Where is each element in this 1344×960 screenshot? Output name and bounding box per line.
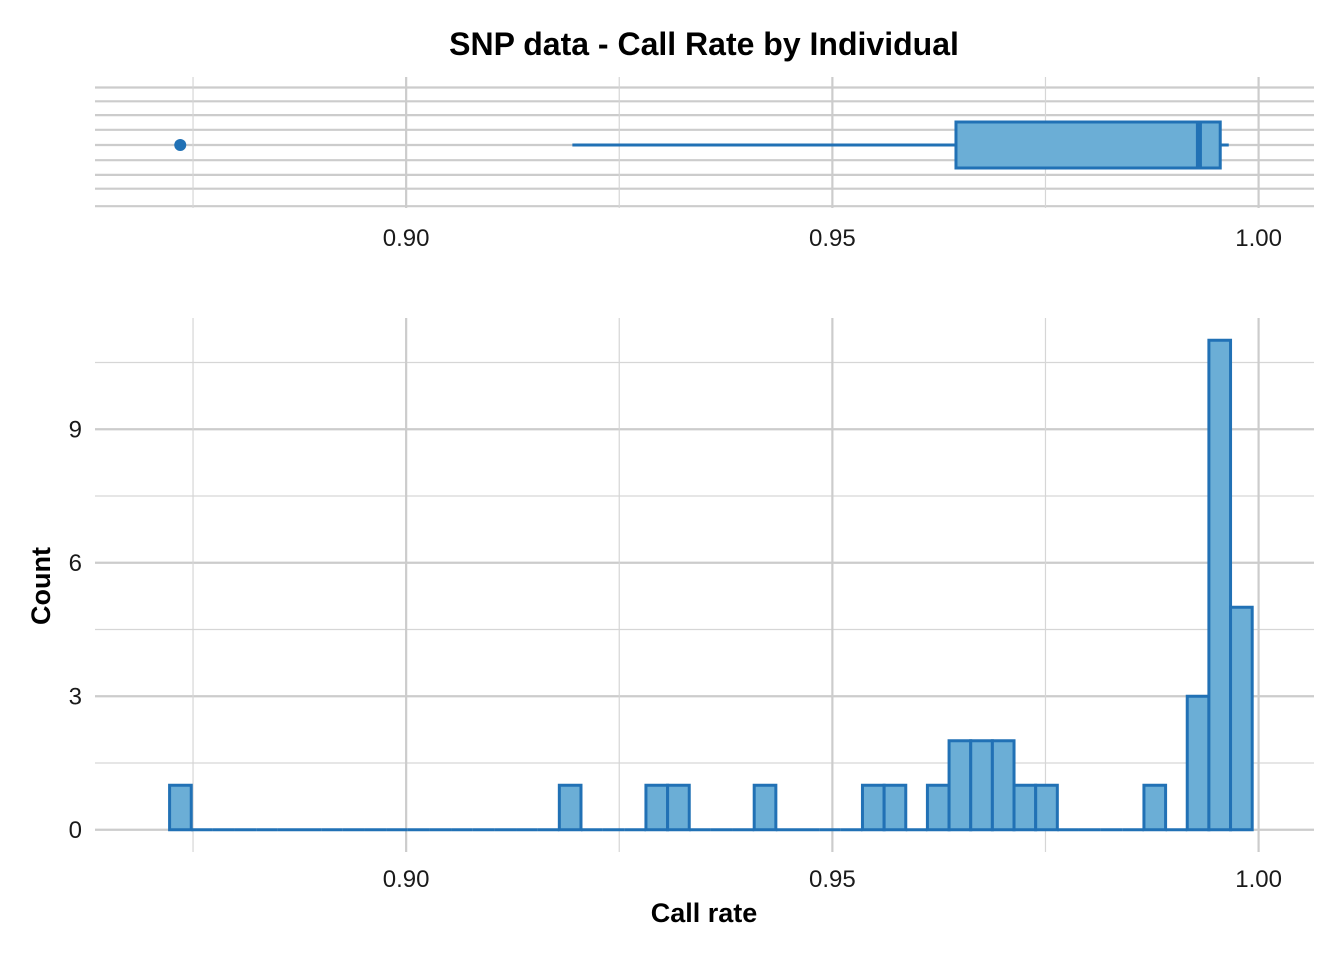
histogram-bars: [168, 338, 1254, 832]
histogram-bar: [557, 783, 583, 832]
histogram-x-tick-label: 1.00: [1235, 866, 1282, 893]
histogram-bar: [1142, 783, 1168, 832]
histogram-y-tick-label: 6: [69, 550, 82, 577]
histogram-bar: [990, 739, 1016, 832]
histogram-bar: [882, 783, 908, 832]
histogram-y-tick-label: 9: [69, 416, 82, 443]
boxplot-x-tick-label: 0.95: [809, 225, 856, 252]
histogram-bar: [860, 783, 886, 832]
histogram-bar: [1034, 783, 1059, 832]
histogram-bar: [666, 783, 691, 832]
histogram-bar: [168, 783, 193, 832]
histogram-x-tick-label: 0.90: [383, 866, 430, 893]
histogram-y-tick-label: 3: [69, 683, 82, 710]
chart-title: SNP data - Call Rate by Individual: [449, 26, 959, 62]
histogram-grid: [95, 318, 1314, 852]
histogram-y-tick-label: 0: [69, 817, 82, 844]
histogram-bar: [752, 783, 778, 832]
boxplot-box: [954, 120, 1222, 170]
histogram-bar: [644, 783, 670, 832]
y-axis-title: Count: [26, 547, 56, 625]
histogram-bar: [1185, 694, 1211, 832]
histogram-bar: [925, 783, 951, 832]
histogram-bar: [947, 739, 973, 832]
histogram-bar: [1012, 783, 1038, 832]
histogram-x-tick-labels: 0.90 0.95 1.00: [383, 866, 1282, 893]
x-axis-title: Call rate: [651, 898, 758, 928]
histogram-panel: 0.90 0.95 1.00 0 3 6 9: [69, 318, 1314, 893]
histogram-bar: [1207, 338, 1233, 832]
histogram-x-tick-label: 0.95: [809, 866, 856, 893]
boxplot-marks: [174, 120, 1229, 170]
boxplot-x-tick-label: 0.90: [383, 225, 430, 252]
histogram-bar: [969, 739, 994, 832]
histogram-bar: [1229, 605, 1254, 832]
boxplot-outlier-point: [174, 139, 187, 151]
histogram-y-tick-labels: 0 3 6 9: [69, 416, 82, 844]
boxplot-panel: 0.90 0.95 1.00: [95, 77, 1314, 252]
boxplot-grid: [95, 77, 1314, 208]
boxplot-x-tick-label: 1.00: [1235, 225, 1282, 252]
boxplot-x-tick-labels: 0.90 0.95 1.00: [383, 225, 1282, 252]
